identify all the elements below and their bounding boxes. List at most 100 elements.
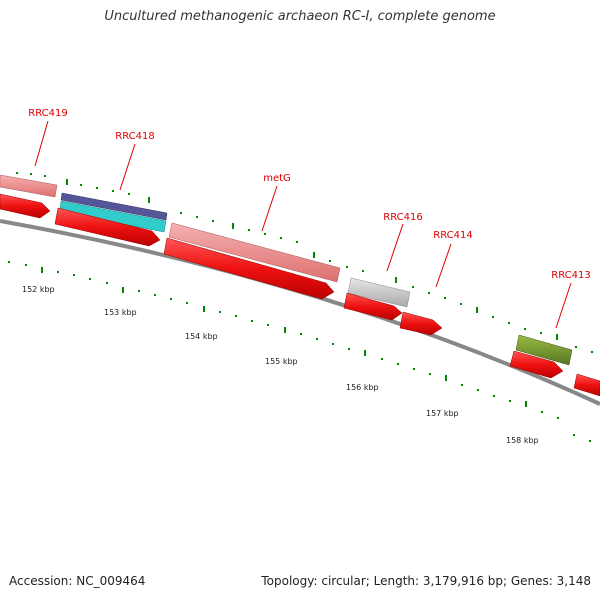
metg-feature[interactable] [168, 222, 341, 283]
ruler-tick [186, 302, 188, 304]
cds-arrow[interactable] [163, 237, 335, 300]
ruler-tick [348, 348, 350, 350]
ruler-tick [397, 363, 399, 365]
ruler-tick [57, 271, 59, 273]
ruler-tick [477, 389, 479, 391]
ruler-tick [591, 351, 593, 353]
ruler-tick [280, 237, 282, 239]
rrc418-feature-top[interactable] [60, 192, 168, 221]
ruler-tick [30, 173, 32, 175]
gene-label-rrc416[interactable]: RRC416 [383, 212, 422, 223]
rrc419-feature[interactable] [0, 174, 58, 198]
ruler-tick [493, 395, 495, 397]
kbp-label: 156 kbp [346, 383, 379, 392]
ruler-tick [508, 322, 510, 324]
kbp-label: 153 kbp [104, 308, 137, 317]
ruler-tick [73, 274, 75, 276]
ruler-tick [25, 264, 27, 266]
ruler-tick [412, 286, 414, 288]
ruler-tick [138, 290, 140, 292]
ruler-tick [362, 270, 364, 272]
ruler-tick [429, 373, 431, 375]
ruler-tick [8, 261, 10, 263]
ruler-tick [219, 311, 221, 313]
ruler-tick [540, 332, 542, 334]
ruler-tick [44, 175, 46, 177]
cds-arrow[interactable] [399, 311, 443, 336]
label-leader [555, 282, 572, 329]
cds-arrow[interactable] [573, 373, 600, 397]
cds-arrow[interactable] [343, 292, 403, 321]
ruler-tick [41, 267, 43, 273]
gene-label-rrc414[interactable]: RRC414 [433, 230, 472, 241]
ruler-tick [235, 315, 237, 317]
cds-arrow[interactable] [54, 207, 161, 247]
ruler-tick [154, 294, 156, 296]
gene-label-rrc413[interactable]: RRC413 [551, 270, 590, 281]
ruler-tick [556, 334, 558, 340]
ruler-tick [248, 229, 250, 231]
ruler-tick [573, 434, 575, 436]
ruler-tick [180, 212, 182, 214]
ruler-tick [80, 184, 82, 186]
ruler-tick [525, 401, 527, 407]
ruler-tick [492, 316, 494, 318]
genome-title: Uncultured methanogenic archaeon RC-I, c… [104, 9, 496, 24]
ruler-tick [196, 216, 198, 218]
ruler-tick [128, 193, 130, 195]
ruler-tick [313, 252, 315, 258]
ruler-tick [66, 179, 68, 185]
ruler-tick [557, 417, 559, 419]
ruler-tick [476, 307, 478, 313]
gene-label-rrc419[interactable]: RRC419 [28, 108, 67, 119]
feature-track [0, 174, 573, 366]
ruler-tick [589, 440, 591, 442]
ruler-tick [296, 241, 298, 243]
ruler-tick [509, 400, 511, 402]
ruler-tick [212, 220, 214, 222]
inner-ruler [8, 261, 591, 442]
kbp-label: 152 kbp [22, 285, 55, 294]
ruler-tick [16, 172, 18, 174]
ruler-tick [106, 282, 108, 284]
accession-text: Accession: NC_009464 [9, 574, 146, 588]
ruler-tick [332, 343, 334, 345]
cds-track [0, 193, 600, 397]
gene-label-rrc418[interactable]: RRC418 [115, 131, 154, 142]
label-leader [119, 143, 136, 191]
cds-arrow[interactable] [509, 350, 564, 379]
gene-label-metg[interactable]: metG [263, 173, 291, 184]
ruler-tick [461, 384, 463, 386]
ruler-tick [395, 277, 397, 283]
ruler-tick [203, 306, 205, 312]
ruler-tick [541, 411, 543, 413]
ruler-tick [112, 190, 114, 192]
ruler-tick [381, 358, 383, 360]
kbp-label: 157 kbp [426, 409, 459, 418]
outer-ruler [16, 172, 593, 353]
genome-backbone [0, 219, 600, 406]
ruler-tick [170, 298, 172, 300]
ruler-tick [524, 328, 526, 330]
ruler-tick [575, 346, 577, 348]
rrc416-feature[interactable] [347, 277, 411, 308]
ruler-tick [428, 292, 430, 294]
kbp-label: 154 kbp [185, 332, 218, 341]
label-leader [34, 120, 49, 167]
ruler-tick [148, 197, 150, 203]
label-leader [386, 223, 404, 272]
ruler-tick [96, 187, 98, 189]
ruler-tick [89, 278, 91, 280]
ruler-tick [122, 287, 124, 293]
cds-arrow[interactable] [0, 193, 51, 219]
kbp-label: 155 kbp [265, 357, 298, 366]
ruler-tick [413, 368, 415, 370]
label-leader [435, 243, 452, 288]
ruler-tick [300, 333, 302, 335]
ruler-tick [445, 375, 447, 381]
rrc413-feature[interactable] [515, 334, 573, 366]
ruler-tick [460, 303, 462, 305]
ruler-tick [264, 233, 266, 235]
